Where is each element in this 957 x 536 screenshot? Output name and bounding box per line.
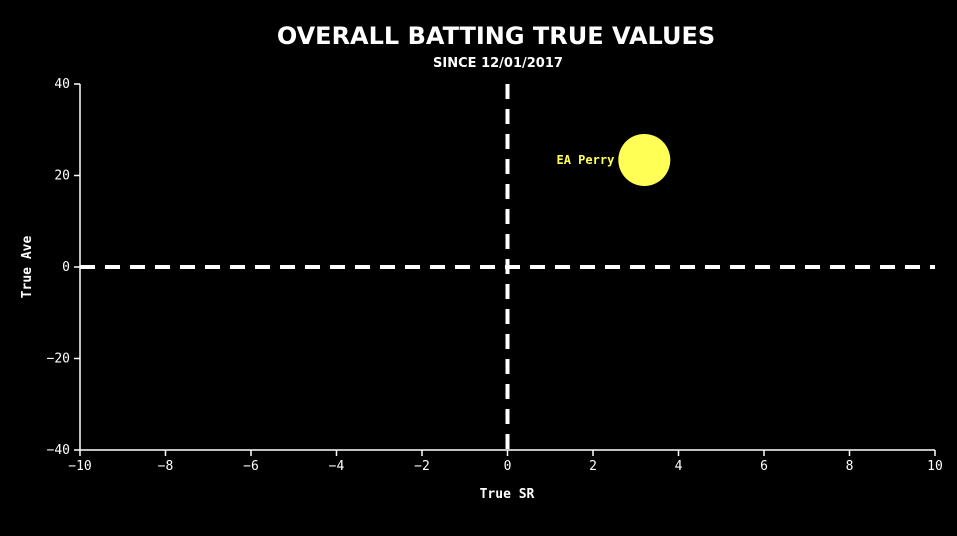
x-tick-label: −8 xyxy=(158,459,174,474)
x-tick-label: −10 xyxy=(68,459,91,474)
x-tick-label: 8 xyxy=(846,459,854,474)
x-axis-label: True SR xyxy=(480,487,535,502)
y-tick-label: −20 xyxy=(47,352,70,367)
x-tick-label: 4 xyxy=(675,459,683,474)
x-tick-label: −6 xyxy=(243,459,259,474)
x-tick-label: 10 xyxy=(927,459,943,474)
y-tick-label: 40 xyxy=(54,77,70,92)
data-point-label: EA Perry xyxy=(557,153,615,167)
y-tick-label: 20 xyxy=(54,169,70,184)
x-tick-label: −4 xyxy=(329,459,345,474)
y-axis: −40 −20 0 20 40 xyxy=(47,77,81,458)
y-axis-label: True Ave xyxy=(20,236,35,299)
x-axis: −10 −8 −6 −4 −2 0 2 4 6 8 10 xyxy=(68,449,943,474)
y-tick-label: −40 xyxy=(47,443,70,458)
x-tick-label: 6 xyxy=(760,459,768,474)
chart-subtitle: SINCE 12/01/2017 xyxy=(433,56,563,71)
chart-title: OVERALL BATTING TRUE VALUES xyxy=(277,22,715,50)
data-point xyxy=(618,133,671,186)
reference-lines xyxy=(80,84,935,450)
x-tick-label: 0 xyxy=(504,459,512,474)
x-tick-label: −2 xyxy=(414,459,430,474)
x-tick-label: 2 xyxy=(589,459,597,474)
data-points: EA Perry xyxy=(557,133,671,186)
y-tick-label: 0 xyxy=(62,260,70,275)
